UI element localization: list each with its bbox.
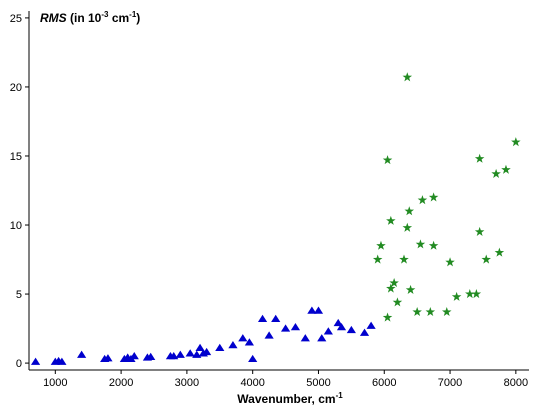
y-tick-label: 25 <box>10 13 22 25</box>
axes: 1000 2000 3000 4000 5000 6000 7000 8000 0 5 10 15 20… <box>10 11 529 389</box>
data-point-star <box>399 254 409 264</box>
x-tick-label: 8000 <box>504 377 528 389</box>
data-point-star <box>389 278 399 288</box>
data-point-star <box>417 195 428 205</box>
data-point-triangle <box>257 314 268 323</box>
data-point-star <box>494 247 505 257</box>
data-point-star <box>474 153 485 163</box>
x-tick-label: 6000 <box>372 377 396 389</box>
data-point-triangle <box>202 347 212 356</box>
data-point-star <box>404 206 415 216</box>
data-point-star <box>451 291 462 301</box>
data-point-triangle <box>185 349 195 357</box>
data-point-star <box>428 192 439 202</box>
data-point-triangle <box>175 350 185 358</box>
data-point-triangle <box>103 354 113 362</box>
data-point-triangle <box>192 350 202 358</box>
data-point-triangle <box>146 352 156 360</box>
y-tick-label: 10 <box>10 220 22 232</box>
data-point-star <box>386 283 396 293</box>
data-point-star <box>412 307 422 317</box>
data-point-star <box>445 257 455 267</box>
data-point-triangle <box>244 338 254 346</box>
data-point-star <box>386 215 396 225</box>
data-point-star <box>428 240 439 250</box>
data-point-star <box>471 289 482 299</box>
x-tick-label: 1000 <box>43 377 67 389</box>
data-point-triangle <box>264 331 274 339</box>
data-point-star <box>425 307 436 317</box>
data-point-triangle <box>346 325 356 334</box>
data-point-star <box>501 164 511 174</box>
data-point-triangle <box>248 354 258 363</box>
data-point-triangle <box>57 357 67 365</box>
data-point-triangle <box>333 318 343 327</box>
data-point-star <box>392 297 403 307</box>
x-axis-title: Wavenumber, cm-1 <box>237 391 343 406</box>
data-point-triangle <box>228 341 238 349</box>
y-tick-label: 20 <box>10 82 22 94</box>
data-point-star <box>405 284 416 294</box>
data-point-triangle <box>129 352 139 360</box>
data-point-star <box>402 72 413 82</box>
data-point-triangle <box>280 324 291 332</box>
data-point-triangle <box>300 334 310 342</box>
data-point-star <box>415 239 426 249</box>
y-axis-title: RMS (in 10-3 cm-1) <box>40 10 140 25</box>
data-point-star <box>382 312 393 322</box>
data-points <box>30 72 521 365</box>
x-tick-label: 2000 <box>109 377 133 389</box>
data-point-triangle <box>336 323 347 331</box>
y-tick-label: 15 <box>10 151 22 163</box>
data-point-triangle <box>366 321 376 329</box>
data-point-star <box>491 168 501 178</box>
data-point-triangle <box>313 306 324 314</box>
data-point-star <box>465 289 475 299</box>
x-tick-label: 3000 <box>175 377 199 389</box>
data-point-triangle <box>238 334 248 342</box>
x-tick-label: 5000 <box>306 377 330 389</box>
data-point-star <box>481 254 491 264</box>
y-tick-label: 0 <box>16 358 22 370</box>
data-point-triangle <box>290 323 301 331</box>
data-point-star <box>474 226 485 236</box>
x-tick-label: 4000 <box>240 377 264 389</box>
data-point-triangle <box>271 314 281 323</box>
data-point-triangle <box>77 350 87 358</box>
y-tick-label: 5 <box>16 289 22 301</box>
data-point-triangle <box>317 334 327 342</box>
data-point-star <box>442 307 452 317</box>
data-point-star <box>376 240 386 250</box>
data-point-triangle <box>323 327 333 335</box>
data-point-triangle <box>195 343 205 352</box>
data-point-star <box>511 137 521 147</box>
data-point-star <box>402 222 413 232</box>
data-point-triangle <box>30 357 41 365</box>
data-point-star <box>382 155 393 165</box>
data-point-star <box>372 254 383 264</box>
data-point-triangle <box>359 328 370 336</box>
data-point-triangle <box>215 343 225 352</box>
x-tick-label: 7000 <box>438 377 462 389</box>
data-point-triangle <box>307 306 317 314</box>
